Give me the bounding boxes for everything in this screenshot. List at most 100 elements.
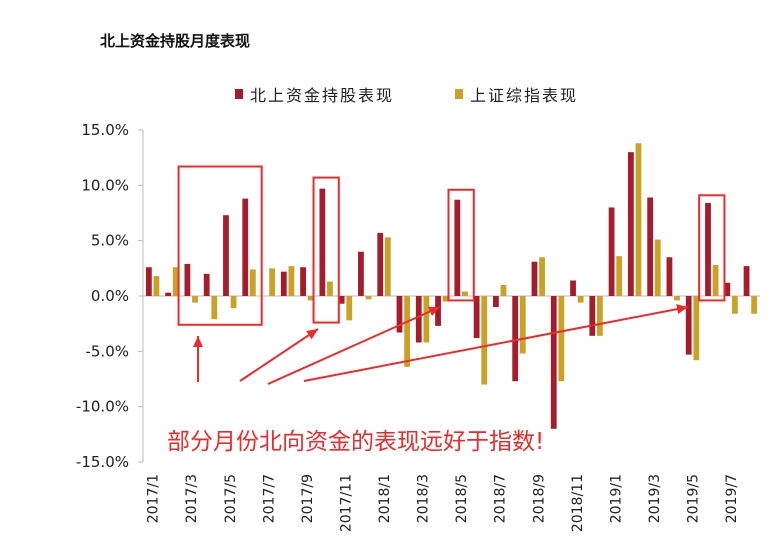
- x-tick-label: 2017/1: [146, 474, 162, 523]
- bar-series-2: [712, 265, 719, 296]
- bar-series-1: [377, 232, 384, 296]
- bar-series-2: [230, 296, 237, 309]
- x-tick-label: 2018/1: [377, 474, 393, 523]
- highlight-box: [177, 165, 263, 326]
- bar-series-2: [519, 296, 526, 354]
- highlight-box: [698, 194, 726, 302]
- bar-series-2: [481, 296, 488, 385]
- bar-series-2: [192, 296, 198, 303]
- bar-series-1: [724, 282, 731, 296]
- bar-series-2: [500, 284, 507, 296]
- bar-series-1: [396, 296, 403, 333]
- arrow-head: [676, 304, 688, 314]
- bar-series-2: [404, 296, 410, 367]
- y-tick-label: -5.0%: [85, 342, 129, 360]
- x-tick-label: 2019/3: [647, 474, 663, 523]
- bar-series-1: [280, 271, 287, 296]
- bar-series-1: [608, 207, 615, 296]
- arrow-head: [193, 336, 203, 347]
- bar-series-1: [647, 197, 654, 296]
- bar-series-2: [365, 296, 372, 300]
- x-tick-label: 2018/9: [531, 474, 547, 523]
- bar-series-1: [415, 296, 422, 343]
- x-tick-label: 2019/7: [724, 474, 740, 523]
- bar-series-1: [242, 198, 249, 296]
- annotation-text: 部分月份北向资金的表现远好于指数!: [167, 429, 544, 455]
- bar-series-2: [288, 266, 295, 296]
- bar-series-1: [685, 296, 692, 355]
- x-tick-label: 2017/11: [338, 474, 354, 532]
- bar-series-1: [300, 267, 306, 296]
- arrow-line: [267, 306, 441, 385]
- y-tick-label: -15.0%: [76, 453, 129, 471]
- highlight-boxes: [177, 165, 726, 326]
- bars: [145, 143, 758, 429]
- arrow-head: [306, 329, 318, 340]
- bar-series-2: [211, 296, 218, 320]
- bar-series-1: [145, 267, 152, 296]
- bar-series-1: [531, 261, 538, 296]
- x-tick-label: 2017/9: [300, 474, 316, 523]
- y-tick-label: -10.0%: [76, 398, 129, 416]
- legend: 北上资金持股表现 上证综指表现: [235, 86, 578, 105]
- y-tick-label: 5.0%: [91, 232, 129, 250]
- bar-series-1: [319, 188, 326, 296]
- y-tick-label: 0.0%: [91, 287, 129, 305]
- x-tick-label: 2017/7: [261, 474, 277, 523]
- bar-series-2: [153, 276, 160, 296]
- chart-title: 北上资金持股月度表现: [100, 32, 251, 50]
- arrow-head: [427, 306, 440, 317]
- bar-series-2: [442, 296, 449, 302]
- bar-series-2: [635, 143, 642, 296]
- x-tick-label: 2017/5: [223, 474, 239, 523]
- bar-series-2: [307, 296, 314, 301]
- bar-series-2: [597, 296, 603, 336]
- legend-swatch-series-1: [235, 89, 243, 99]
- bar-series-2: [751, 296, 758, 314]
- arrow-line: [303, 306, 689, 382]
- bar-series-2: [249, 269, 256, 296]
- bar-series-1: [165, 292, 172, 296]
- bar-series-2: [616, 256, 623, 296]
- x-tick-label: 2019/1: [608, 474, 624, 523]
- legend-label-series-2: 上证综指表现: [470, 86, 578, 105]
- bar-series-2: [731, 296, 738, 314]
- y-tick-label: 10.0%: [81, 176, 129, 194]
- bar-series-1: [743, 266, 750, 296]
- bar-series-2: [327, 281, 333, 296]
- y-axis: 15.0% 10.0% 5.0% 0.0% -5.0% -10.0% -15.0%: [76, 121, 144, 471]
- bar-series-2: [269, 268, 276, 296]
- bar-series-2: [539, 257, 545, 296]
- bar-series-1: [338, 296, 345, 304]
- bar-series-1: [705, 203, 711, 296]
- bar-series-1: [570, 280, 576, 296]
- bar-series-2: [577, 296, 584, 303]
- bar-series-1: [184, 263, 191, 296]
- bar-series-2: [346, 296, 353, 321]
- bar-series-1: [589, 296, 596, 336]
- bar-series-1: [512, 296, 519, 382]
- x-tick-label: 2018/7: [493, 474, 509, 523]
- bar-series-2: [384, 237, 391, 296]
- highlight-box: [312, 176, 340, 324]
- bar-series-1: [223, 215, 229, 296]
- bar-series-2: [462, 291, 468, 296]
- bar-series-2: [558, 296, 565, 382]
- bar-series-1: [473, 296, 480, 339]
- bar-series-1: [358, 251, 364, 296]
- x-axis: 2017/1 2017/3 2017/5 2017/7 2017/9 2017/11 201…: [143, 295, 760, 532]
- legend-swatch-series-2: [455, 89, 463, 99]
- x-tick-label: 2018/11: [570, 474, 586, 532]
- arrow-line: [239, 328, 319, 382]
- legend-label-series-1: 北上资金持股表现: [250, 86, 394, 105]
- bar-series-1: [203, 273, 210, 296]
- y-tick-label: 15.0%: [81, 121, 129, 139]
- bar-series-1: [493, 296, 499, 308]
- bar-series-2: [654, 239, 661, 296]
- bar-series-1: [666, 257, 673, 296]
- bar-series-2: [172, 267, 179, 296]
- bar-series-1: [454, 199, 461, 296]
- x-tick-label: 2017/3: [184, 474, 200, 523]
- x-tick-label: 2019/5: [686, 474, 702, 523]
